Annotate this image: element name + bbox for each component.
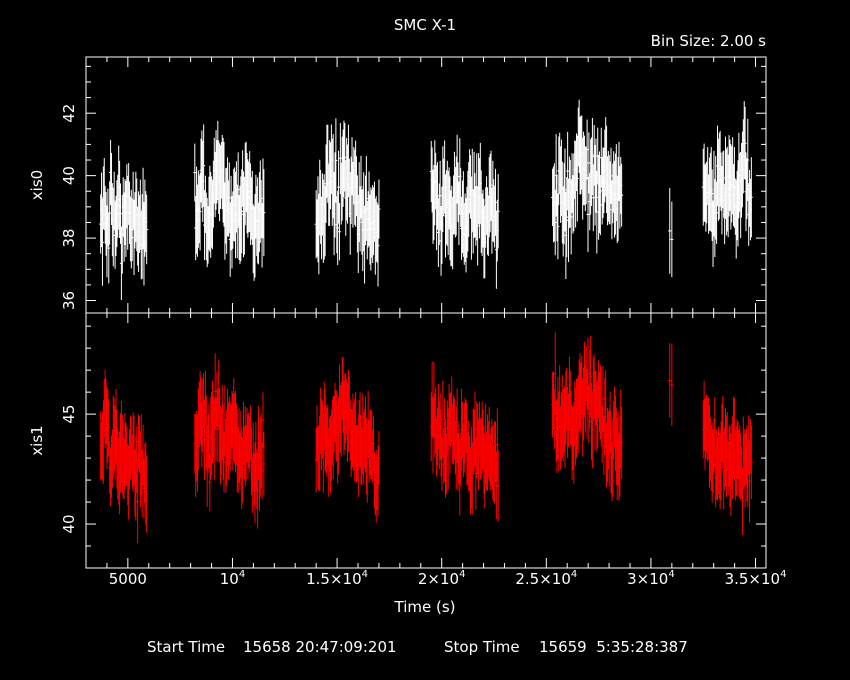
stop-time-value: 15659 5:35:28:387 bbox=[539, 638, 688, 656]
xis1-frame bbox=[85, 312, 767, 569]
start-time-label: Start Time bbox=[147, 638, 225, 656]
xis0-y-axis-label: xis0 bbox=[28, 170, 46, 200]
xis1-y-tick-label: 45 bbox=[60, 405, 78, 424]
xis1-series bbox=[99, 332, 753, 543]
stop-time-label: Stop Time bbox=[444, 638, 520, 656]
x-tick-label: 5000 bbox=[109, 570, 147, 588]
x-tick-label: 3.5×104 bbox=[725, 569, 787, 588]
x-tick-label: 2.5×104 bbox=[515, 569, 577, 588]
bin-size-label: Bin Size: 2.00 s bbox=[651, 32, 767, 50]
x-tick-label: 2×104 bbox=[418, 569, 466, 588]
xis0-y-tick-label: 40 bbox=[60, 166, 78, 185]
xis1-y-axis-label: xis1 bbox=[28, 425, 46, 455]
xis0-frame bbox=[85, 56, 767, 314]
x-tick-label: 104 bbox=[220, 569, 245, 588]
x-axis: 5000 104 1.5×104 2×104 2.5×104 3×104 3.5×104 bbox=[109, 569, 787, 588]
xis0-y-tick-label: 36 bbox=[60, 291, 78, 310]
xis1-y-tick-label: 40 bbox=[60, 514, 78, 533]
xis1-panel: 40 45 xis1 bbox=[28, 312, 767, 569]
chart-title: SMC X-1 bbox=[394, 16, 456, 34]
x-axis-label: Time (s) bbox=[394, 598, 456, 616]
x-tick-label: 1.5×104 bbox=[306, 569, 368, 588]
xis0-series bbox=[99, 99, 753, 301]
x-tick-label: 3×104 bbox=[627, 569, 675, 588]
xis0-y-tick-label: 42 bbox=[60, 104, 78, 123]
start-time-value: 15658 20:47:09:201 bbox=[243, 638, 397, 656]
xis0-panel: 36 38 40 42 xis0 bbox=[28, 56, 767, 314]
xis0-y-tick-label: 38 bbox=[60, 229, 78, 248]
